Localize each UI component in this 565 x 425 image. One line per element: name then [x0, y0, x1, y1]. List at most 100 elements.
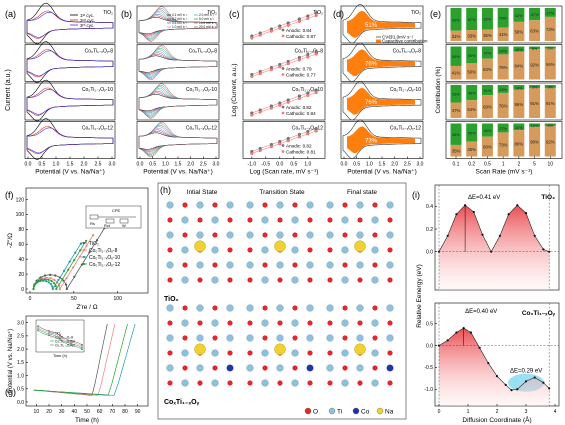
panel-d-frame: [340, 44, 424, 82]
panel-h-oxygen-atom: [387, 350, 393, 356]
panel-h-oxygen-atom: [262, 232, 268, 238]
panel-h-oxygen-atom: [167, 217, 173, 223]
panel-a-xtick-label: 1.0: [53, 162, 60, 168]
panel-e-bar-value: 33%: [467, 34, 476, 39]
panel-g-xtick-label: 30: [59, 409, 65, 415]
panel-f-legend-label: Co₀Ti₁₋ₓOᵧ-8: [89, 248, 118, 254]
panel-c-frame: [242, 121, 326, 159]
panel-h-metal-atom: [276, 261, 284, 269]
panel-e-diffusion-bar: [466, 8, 478, 31]
panel-e-capacitive-bar: [497, 92, 509, 118]
panel-h-metal-atom: [371, 216, 379, 224]
panel-h-legend-marker: [376, 407, 384, 415]
panel-b-legend-label: 2.0 mV s⁻¹: [199, 13, 214, 17]
panel-h-metal-atom: [276, 201, 284, 209]
panel-c-cathodic-point: [306, 93, 310, 97]
panel-c-legend-cathodic-marker: [281, 73, 285, 76]
panel-f-nyquist-point: [79, 249, 82, 252]
panel-i-top-point: [455, 213, 458, 216]
panel-g: (g)Potential (V vs. Na/Na⁺) Time (h) 10 20 3…: [5, 315, 149, 424]
panel-e-diffusion-bar: [544, 123, 556, 127]
panel-label-a: (a): [5, 9, 16, 19]
panel-c-cathodic-point: [250, 74, 254, 79]
panel-i-top-barrier-label: ΔE=0.41 eV: [468, 195, 500, 201]
panel-h-sodium-atom: [194, 343, 206, 355]
panel-h-oxygen-atom: [212, 232, 218, 238]
panel-d-legend-cv: CV@1.0mV s⁻¹: [382, 35, 414, 40]
panel-h-oxygen-atom: [327, 277, 333, 283]
panel-g-ytick-label: 0.5: [17, 387, 24, 393]
panel-b-xtick-label: 1.5: [175, 162, 182, 168]
panel-h-metal-atom: [386, 201, 394, 209]
panel-h-oxygen-atom: [277, 320, 283, 326]
panel-f-nyquist-point: [57, 278, 60, 282]
panel-f-legend-marker: [82, 248, 86, 252]
panel-e-diffusion-bar: [544, 8, 556, 17]
panel-f-nyquist-point: [54, 274, 57, 277]
panel-h-oxygen-atom: [307, 277, 313, 283]
panel-e-diffusion-bar: [481, 8, 493, 30]
panel-h-oxygen-atom: [387, 320, 393, 326]
panel-e-xtick-label: 5: [533, 162, 536, 168]
panel-a-legend-label: 3ʳᵈ cyc.: [80, 23, 95, 28]
panel-h-oxygen-atom: [372, 202, 378, 208]
panel-h-metal-atom: [291, 276, 299, 284]
panel-e-diffusion-value: 59%: [499, 17, 507, 21]
panel-g-inset-point: [59, 337, 61, 340]
panel-c-sample-label: Co₀Ti₁₋ₓOᵧ-8: [295, 49, 324, 55]
panel-e-capacitive-bar: [450, 30, 462, 41]
panel-g-inset-point: [48, 331, 50, 334]
panel-i-top-point: [516, 204, 519, 207]
panel-e-diffusion-value: 59%: [452, 55, 460, 59]
panel-i-bottom-ytick-label: -1.0: [424, 387, 433, 393]
panel-b-rate-curve: [138, 54, 218, 74]
panel-b-rate-curve: [138, 132, 218, 150]
panel-c-sample-label: Co₀Ti₁₋ₓOᵧ-12: [292, 126, 323, 132]
panel-h-oxygen-atom: [327, 350, 333, 356]
panel-a-legend-label: 1ˢᵗ cyc.: [80, 13, 94, 18]
panel-d-xtick-label: 1.5: [379, 162, 386, 168]
panel-e-capacitive-bar: [513, 89, 525, 118]
panel-a-sample-label: Co₀Ti₁₋ₓOᵧ-8: [85, 49, 114, 55]
panel-h-metal-atom: [371, 319, 379, 327]
panel-f-nyquist-point: [50, 280, 53, 283]
panel-e-bar-value: 86%: [515, 102, 524, 107]
panel-h-metal-atom: [276, 231, 284, 239]
panel-h-oxygen-atom: [197, 320, 203, 326]
panel-g-inset-point: [81, 345, 83, 348]
panel-h-metal-atom: [291, 216, 299, 224]
panel-c-frame: [242, 44, 326, 82]
panel-e-diffusion-value: 31%: [484, 89, 492, 93]
panel-e-diffusion-bar: [529, 85, 541, 88]
panel-h-oxygen-atom: [212, 202, 218, 208]
panel-f-nyquist-point: [32, 284, 36, 288]
panel-h-metal-atom: [246, 261, 254, 269]
panel-h-metal-atom: [181, 379, 189, 387]
panel-h-metal-atom: [211, 216, 219, 224]
panel-e-capacitive-bar: [529, 126, 541, 157]
panel-h-metal-atom: [196, 364, 204, 372]
panel-d-contribution-label: 73%: [365, 139, 378, 145]
panel-f-nyquist-point: [62, 269, 66, 272]
panel-f-nyquist-point: [73, 275, 76, 278]
panel-b-rate-curve: [138, 55, 218, 73]
panel-h-metal-atom: [166, 364, 174, 372]
panel-g-ytick-label: 0.0: [17, 400, 24, 406]
panel-e-diffusion-value: 8%: [548, 124, 554, 128]
panel-f-nyquist-point: [55, 287, 58, 291]
panel-f-legend-marker: [82, 262, 86, 266]
panel-i-bottom-ytick-label: 0.5: [426, 322, 433, 328]
panel-e-bar-value: 76%: [499, 65, 508, 70]
panel-a-frame: [24, 44, 116, 82]
panel-e-bar-value: 69%: [483, 105, 492, 110]
panel-h-metal-atom: [276, 304, 284, 312]
panel-h-oxygen-atom: [387, 380, 393, 386]
panel-h-sodium-atom: [274, 240, 286, 252]
panel-label-c: (c): [229, 9, 240, 19]
panel-c-fit-anodic: [251, 128, 317, 152]
panel-e-xtick-label: 0.5: [484, 162, 491, 168]
panel-e-capacitive-bar: [466, 141, 478, 157]
panel-h-metal-atom: [371, 349, 379, 357]
panel-c-frame: [242, 5, 326, 44]
